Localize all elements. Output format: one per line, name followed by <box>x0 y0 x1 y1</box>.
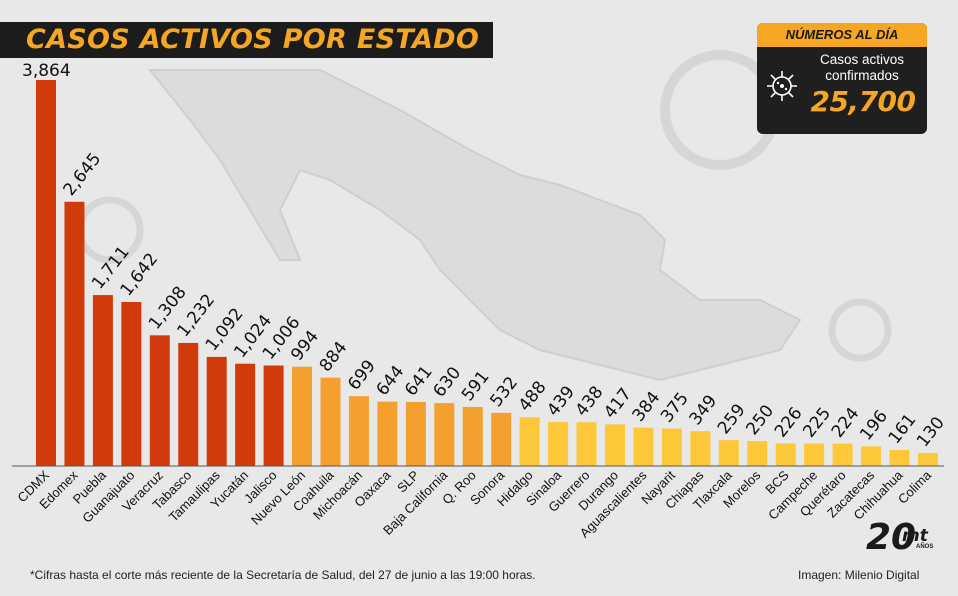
value-label-28: 224 <box>828 404 864 442</box>
bar-21 <box>633 427 654 466</box>
value-label-18: 439 <box>543 382 579 420</box>
value-label-19: 438 <box>572 382 608 420</box>
value-label-22: 375 <box>657 389 693 427</box>
bar-12 <box>377 401 398 466</box>
summary-value: 25,700 <box>810 85 916 118</box>
bar-31 <box>917 453 938 466</box>
chart-title: CASOS ACTIVOS POR ESTADO <box>26 24 480 55</box>
logo-sub: AÑOS <box>916 544 934 550</box>
bar-3 <box>121 301 142 466</box>
bar-8 <box>263 365 284 466</box>
bar-6 <box>206 356 227 466</box>
milenio-20-logo: 20 mt AÑOS <box>866 516 938 560</box>
bar-14 <box>434 403 455 466</box>
bar-9 <box>292 366 313 466</box>
image-credit: Imagen: Milenio Digital <box>798 568 920 582</box>
footnote: *Cifras hasta el corte más reciente de l… <box>30 568 536 582</box>
value-label-30: 161 <box>885 410 921 448</box>
value-label-0: 3,864 <box>22 61 71 81</box>
bar-11 <box>348 396 369 466</box>
bar-2 <box>92 295 113 466</box>
bar-30 <box>889 449 910 466</box>
bar-22 <box>661 428 682 466</box>
logo-brand: mt <box>902 526 928 546</box>
bar-16 <box>491 412 512 466</box>
bar-1 <box>64 201 85 466</box>
bar-5 <box>178 342 199 466</box>
title-bar: CASOS ACTIVOS POR ESTADO <box>0 22 493 58</box>
logo-number: 20 <box>866 517 917 558</box>
bar-23 <box>690 431 711 466</box>
bars-group <box>36 80 938 466</box>
bar-10 <box>320 377 341 466</box>
value-label-13: 641 <box>401 362 437 400</box>
bar-17 <box>519 417 540 466</box>
value-label-29: 196 <box>856 407 892 445</box>
bar-18 <box>548 422 569 466</box>
summary-label: Casos activos confirmados <box>819 52 905 83</box>
bar-25 <box>747 441 768 466</box>
bar-15 <box>462 406 483 466</box>
summary-box: NÚMEROS AL DÍA Casos activos confirmados… <box>757 23 927 134</box>
value-label-10: 884 <box>316 338 352 376</box>
bar-26 <box>775 443 796 466</box>
bar-24 <box>718 440 739 466</box>
summary-heading: NÚMEROS AL DÍA <box>757 23 927 47</box>
bar-0 <box>36 80 56 466</box>
bar-7 <box>235 363 256 466</box>
bar-27 <box>804 443 825 466</box>
value-label-26: 226 <box>771 404 807 442</box>
value-label-1: 2,645 <box>60 149 106 200</box>
bar-4 <box>149 335 170 466</box>
bar-28 <box>832 443 853 466</box>
category-labels-group: CDMXEdomexPueblaGuanajuatoVeracruzTabasc… <box>14 467 934 540</box>
bar-20 <box>605 424 625 466</box>
value-label-21: 384 <box>629 388 665 426</box>
bar-19 <box>576 422 597 466</box>
value-label-27: 225 <box>799 404 835 442</box>
value-label-20: 417 <box>600 385 636 423</box>
value-label-25: 250 <box>742 401 778 439</box>
bar-29 <box>861 446 882 466</box>
bar-13 <box>405 401 426 466</box>
category-label-31: Colima <box>895 467 935 507</box>
virus-icon <box>767 71 797 101</box>
value-label-31: 130 <box>913 413 949 451</box>
